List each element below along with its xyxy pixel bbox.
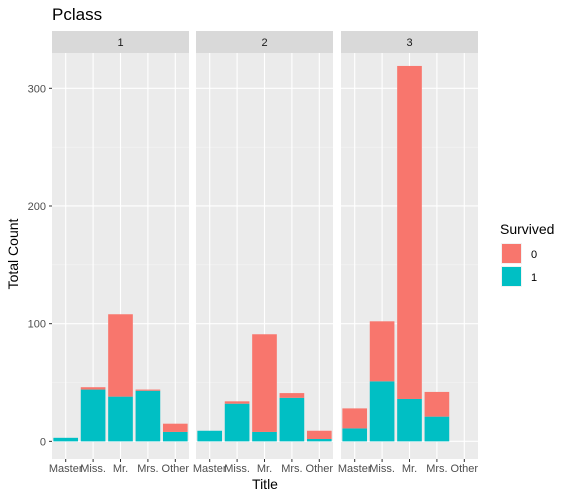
- facet-strip: [341, 31, 478, 53]
- bar-survived-1-other: [162, 431, 188, 442]
- bar-survived-1-mr: [252, 431, 277, 442]
- bar-survived-0-mrs: [424, 391, 450, 417]
- facet-strip: [52, 31, 189, 53]
- bar-survived-0-mrs: [279, 393, 305, 398]
- legend-label-0: 0: [531, 249, 537, 261]
- y-axis-label: Total Count: [5, 218, 21, 289]
- bar-survived-0-miss: [80, 387, 106, 390]
- x-tick-label: Master: [49, 463, 83, 475]
- x-tick-label: Master: [193, 463, 227, 475]
- facet-strip: [196, 31, 333, 53]
- bar-survived-0-mr: [108, 314, 133, 397]
- bar-survived-0-other: [306, 430, 332, 439]
- x-tick-label: Miss.: [224, 463, 250, 475]
- x-tick-label: Other: [306, 463, 334, 475]
- bar-survived-1-miss: [224, 403, 250, 442]
- x-tick-label: Mr.: [257, 463, 272, 475]
- facet-strip-label: 1: [117, 37, 123, 49]
- x-tick-label: Miss.: [369, 463, 395, 475]
- bar-survived-0-miss: [369, 321, 395, 382]
- y-tick-label: 0: [40, 436, 46, 448]
- bar-survived-1-miss: [369, 381, 395, 442]
- legend-label-1: 1: [531, 272, 537, 284]
- y-axis-ticks: 0 100 200 300: [28, 83, 52, 448]
- bar-survived-0-mr: [397, 65, 422, 399]
- x-tick-label: Mrs.: [281, 463, 302, 475]
- y-tick-label: 200: [28, 201, 46, 213]
- x-axis-label: Title: [252, 476, 278, 492]
- bar-survived-1-mrs: [424, 416, 450, 442]
- bar-survived-0-mrs: [135, 389, 161, 391]
- bar-survived-0-master: [342, 408, 368, 429]
- x-tick-label: Master: [338, 463, 372, 475]
- x-tick-label: Mrs.: [137, 463, 158, 475]
- x-tick-label: Miss.: [80, 463, 106, 475]
- legend-title: Survived: [500, 221, 554, 237]
- legend: Survived 0 1: [500, 221, 554, 287]
- bar-survived-1-mrs: [135, 390, 161, 442]
- bar-survived-1-other: [306, 438, 332, 442]
- x-tick-label: Mrs.: [426, 463, 447, 475]
- bar-survived-1-miss: [80, 389, 106, 442]
- bar-survived-0-miss: [224, 401, 250, 404]
- bar-survived-0-mr: [252, 334, 277, 432]
- y-tick-label: 100: [28, 319, 46, 331]
- x-tick-label: Other: [451, 463, 479, 475]
- bar-survived-1-mr: [108, 396, 133, 442]
- facet-strip-label: 3: [406, 37, 412, 49]
- legend-swatch-0: [502, 244, 521, 263]
- x-tick-label: Mr.: [113, 463, 128, 475]
- legend-swatch-1: [502, 267, 521, 286]
- facet-strip-label: 2: [261, 37, 267, 49]
- bar-survived-0-other: [162, 423, 188, 432]
- bar-survived-1-master: [197, 430, 223, 442]
- bar-survived-1-master: [53, 437, 79, 442]
- y-tick-label: 300: [28, 83, 46, 95]
- bar-survived-1-mrs: [279, 397, 305, 442]
- x-tick-label: Other: [162, 463, 190, 475]
- x-tick-label: Mr.: [402, 463, 417, 475]
- chart-title: Pclass: [52, 5, 102, 24]
- bar-survived-1-master: [342, 428, 368, 442]
- bar-survived-1-mr: [397, 398, 422, 442]
